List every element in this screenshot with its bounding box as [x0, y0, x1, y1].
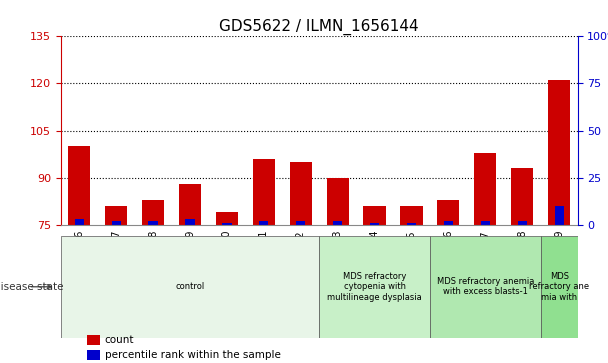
Bar: [142, 200, 164, 225]
Bar: [223, 223, 232, 225]
Bar: [430, 236, 541, 338]
Bar: [319, 236, 430, 338]
Bar: [105, 206, 127, 225]
Text: MDS refractory
cytopenia with
multilineage dysplasia: MDS refractory cytopenia with multilinea…: [327, 272, 422, 302]
Bar: [401, 206, 423, 225]
Bar: [75, 219, 84, 225]
Bar: [407, 223, 416, 225]
Bar: [87, 335, 100, 345]
Bar: [444, 221, 453, 225]
Bar: [333, 221, 342, 225]
Bar: [548, 80, 570, 225]
Text: percentile rank within the sample: percentile rank within the sample: [105, 350, 281, 360]
Bar: [148, 221, 157, 225]
Text: MDS
refractory ane
mia with: MDS refractory ane mia with: [529, 272, 589, 302]
Bar: [259, 221, 269, 225]
Bar: [179, 184, 201, 225]
Bar: [370, 223, 379, 225]
Text: control: control: [175, 282, 205, 291]
Bar: [61, 236, 319, 338]
Text: count: count: [105, 335, 134, 345]
Bar: [517, 221, 527, 225]
Bar: [326, 178, 349, 225]
Bar: [437, 200, 460, 225]
Bar: [474, 153, 496, 225]
Bar: [289, 162, 312, 225]
Bar: [253, 159, 275, 225]
Bar: [185, 219, 195, 225]
Bar: [481, 221, 490, 225]
Bar: [296, 221, 305, 225]
Title: GDS5622 / ILMN_1656144: GDS5622 / ILMN_1656144: [219, 19, 419, 35]
Bar: [541, 236, 578, 338]
Bar: [68, 146, 91, 225]
Text: MDS refractory anemia
with excess blasts-1: MDS refractory anemia with excess blasts…: [437, 277, 534, 297]
Bar: [111, 221, 121, 225]
Bar: [216, 212, 238, 225]
Bar: [511, 168, 533, 225]
Text: disease state: disease state: [0, 282, 63, 292]
Bar: [554, 206, 564, 225]
Bar: [364, 206, 385, 225]
Bar: [87, 350, 100, 360]
